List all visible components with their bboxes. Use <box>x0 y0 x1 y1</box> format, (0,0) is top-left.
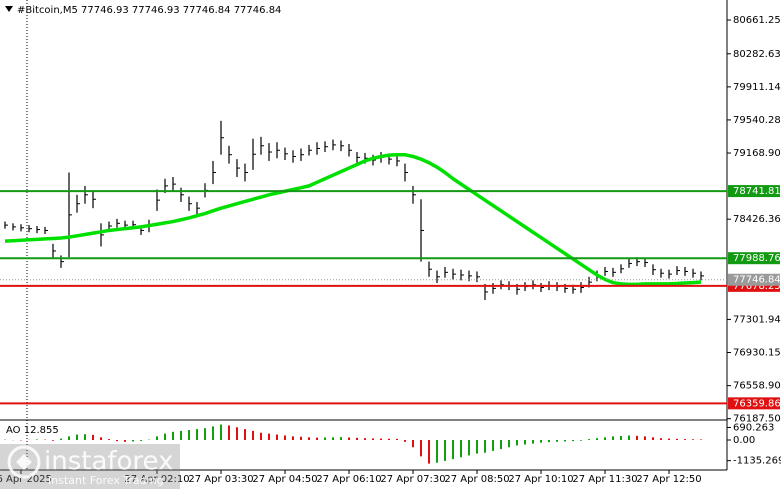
x-tick-label: 27 Apr 12:50 <box>636 474 701 485</box>
x-tick-label: 27 Apr 10:10 <box>508 474 573 485</box>
level-label: 77678.25 <box>733 281 781 292</box>
level-label-box <box>728 185 780 198</box>
y-tick-label: 78426.36 <box>733 214 781 225</box>
level-label: 77988.76 <box>733 253 781 264</box>
x-tick-label: 27 Apr 06:10 <box>316 474 381 485</box>
watermark-logo <box>7 445 41 479</box>
level-label: 78741.81 <box>733 186 781 197</box>
y-tick-label: 79540.28 <box>733 115 781 126</box>
chart-title: #Bitcoin,M5 77746.93 77746.93 77746.84 7… <box>17 5 281 16</box>
level-label: 76359.86 <box>733 398 781 409</box>
moving-average <box>4 152 702 287</box>
y-tick-label: 76187.50 <box>733 414 781 425</box>
y-tick-label: 80282.63 <box>733 49 781 60</box>
x-tick-label: 27 Apr 04:50 <box>252 474 317 485</box>
y-tick-label: 690.263 <box>733 422 774 433</box>
ao-title: AO 12.855 <box>6 425 59 436</box>
y-tick-label: 79911.14 <box>733 82 781 93</box>
current-price-box <box>728 273 780 286</box>
y-tick-label: 0.00 <box>733 435 755 446</box>
x-tick-label: 26 Apr 2025 <box>0 474 52 485</box>
y-tick-label: 76930.15 <box>733 348 781 359</box>
y-tick-label: -1135.269 <box>733 456 781 467</box>
y-tick-label: 76558.90 <box>733 381 781 392</box>
x-tick-label: 27 Apr 03:30 <box>188 474 253 485</box>
watermark-shade <box>0 444 180 489</box>
x-tick-label: 27 Apr 07:30 <box>380 474 445 485</box>
level-label-box <box>728 252 780 265</box>
watermark-logo-mark <box>16 454 32 470</box>
level-label-box <box>728 397 780 410</box>
y-tick-label: 77301.94 <box>733 314 781 325</box>
watermark: instaforex Instant Forex Trading <box>0 444 180 489</box>
menu-arrow <box>5 6 13 12</box>
y-tick-label: 79168.90 <box>733 148 781 159</box>
current-price-label: 77746.84 <box>733 275 781 286</box>
x-tick-label: 27 Apr 08:50 <box>444 474 509 485</box>
x-tick-label: 27 Apr 02:10 <box>124 474 189 485</box>
y-tick-label: 80661.25 <box>733 15 781 26</box>
watermark-brand: instaforex <box>44 447 173 477</box>
x-tick-label: 27 Apr 11:30 <box>572 474 637 485</box>
watermark-tagline: Instant Forex Trading <box>48 474 164 487</box>
